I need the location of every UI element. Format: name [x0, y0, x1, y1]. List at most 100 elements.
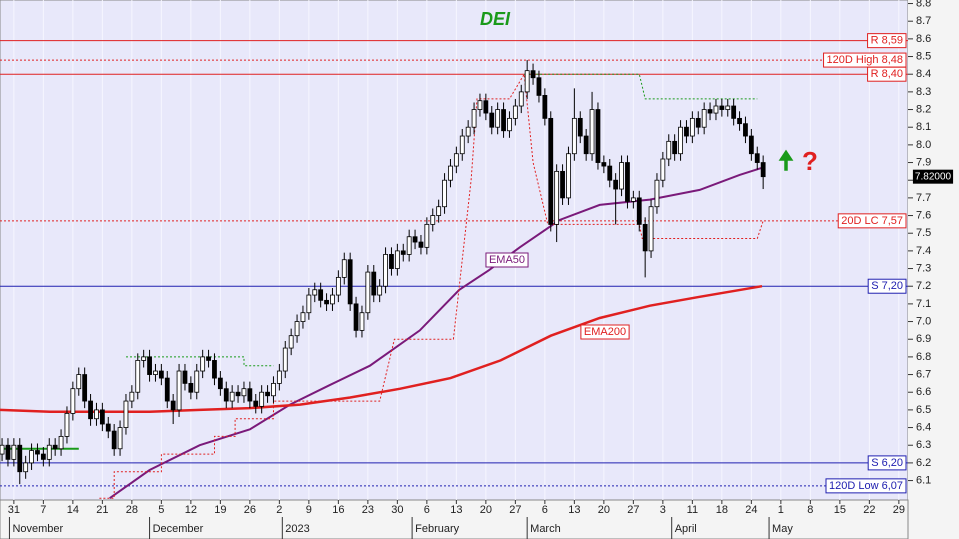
candle-body	[377, 285, 383, 296]
x-tick-label: 27	[509, 504, 521, 516]
x-tick-label: 21	[96, 504, 108, 516]
candle-body	[731, 105, 737, 119]
candle-body	[483, 100, 489, 114]
candle-body	[294, 321, 300, 337]
x-tick-label: 19	[214, 504, 226, 516]
candle-body	[105, 423, 111, 432]
y-tick-label: 7.7	[916, 192, 931, 204]
candle-body	[389, 254, 394, 269]
y-tick-label: 6.9	[916, 333, 931, 345]
candle-body	[619, 162, 624, 190]
candle-body	[29, 450, 34, 464]
candle-body	[495, 109, 501, 128]
candle-body	[424, 223, 430, 248]
series-label: EMA200	[584, 326, 626, 338]
level-box	[867, 455, 907, 471]
candle-body	[554, 170, 560, 225]
y-tick-label: 8.3	[916, 86, 931, 98]
candle-body	[601, 162, 607, 167]
candle-body	[229, 391, 235, 402]
level-box	[825, 478, 907, 494]
y-tick-label: 8.1	[916, 121, 931, 133]
candle-body	[206, 356, 211, 361]
candle-body	[406, 236, 412, 255]
x-tick-label: 20	[598, 504, 610, 516]
chart-title: DEI	[480, 9, 511, 29]
candle-body	[754, 153, 760, 163]
candle-body	[642, 223, 648, 252]
candle-body	[394, 250, 400, 269]
candle-body	[666, 140, 672, 160]
candle-body	[560, 170, 565, 199]
candle-body	[123, 400, 129, 428]
y-tick-label: 8.7	[916, 15, 931, 27]
x-tick-label: 9	[306, 504, 312, 516]
y-tick-label: 6.5	[916, 404, 931, 416]
candle-body	[306, 294, 312, 314]
candle-body	[158, 370, 164, 379]
candle-body	[595, 109, 601, 163]
candle-body	[164, 377, 170, 402]
month-label: April	[675, 523, 697, 535]
candle-body	[129, 391, 135, 402]
series-label-box	[485, 252, 529, 268]
candle-body	[471, 109, 477, 128]
candle-body	[99, 409, 105, 425]
candle-body	[465, 126, 471, 137]
x-tick-label: 6	[424, 504, 430, 516]
candle-body	[477, 100, 483, 110]
candle-body	[223, 388, 229, 402]
y-tick-label: 7.3	[916, 262, 931, 274]
x-tick-label: 12	[185, 504, 197, 516]
candle-body	[436, 206, 442, 216]
y-tick-label: 6.2	[916, 457, 931, 469]
candle-body	[613, 179, 619, 190]
candle-body	[265, 391, 270, 397]
level-label: S 6,20	[871, 457, 903, 469]
candle-body	[111, 430, 117, 450]
candle-body	[459, 135, 465, 155]
month-label: 2023	[285, 523, 309, 535]
candle-body	[147, 356, 152, 375]
candle-body	[748, 135, 754, 155]
candle-body	[725, 105, 731, 110]
y-tick-label: 7.2	[916, 280, 931, 292]
month-label: March	[530, 523, 561, 535]
x-tick-label: 20	[480, 504, 492, 516]
candle-body	[200, 356, 206, 372]
candle-body	[589, 109, 595, 155]
candle-body	[577, 117, 583, 137]
candle-body	[359, 312, 365, 331]
candle-body	[40, 453, 46, 460]
candle-body	[188, 382, 194, 393]
candle-body	[58, 435, 64, 450]
candle-body	[583, 135, 589, 155]
last-price-label: 7.82000	[915, 171, 952, 182]
candle-body	[247, 388, 253, 402]
candle-body	[566, 153, 571, 199]
candle-body	[271, 382, 276, 397]
candle-body	[418, 241, 424, 248]
y-tick-label: 8.0	[916, 139, 931, 151]
x-tick-label: 16	[332, 504, 344, 516]
candle-body	[212, 360, 217, 379]
candle-body	[353, 303, 359, 331]
candle-body	[760, 162, 766, 178]
candle-body	[64, 413, 70, 437]
candle-body	[365, 271, 371, 314]
candle-body	[347, 259, 353, 305]
candle-body	[607, 165, 613, 181]
y-tick-label: 6.4	[916, 421, 931, 433]
level-label: 120D High 8,48	[827, 54, 903, 66]
candle-body	[713, 105, 719, 114]
candle-body	[625, 162, 630, 202]
level-label: S 7,20	[871, 280, 903, 292]
candle-body	[501, 109, 506, 132]
month-label: May	[772, 523, 793, 535]
candle-body	[235, 391, 241, 397]
y-axis-area	[908, 0, 959, 539]
x-tick-label: 5	[158, 504, 164, 516]
level-box	[867, 66, 907, 82]
x-tick-label: 2	[276, 504, 282, 516]
candle-body	[135, 360, 141, 393]
